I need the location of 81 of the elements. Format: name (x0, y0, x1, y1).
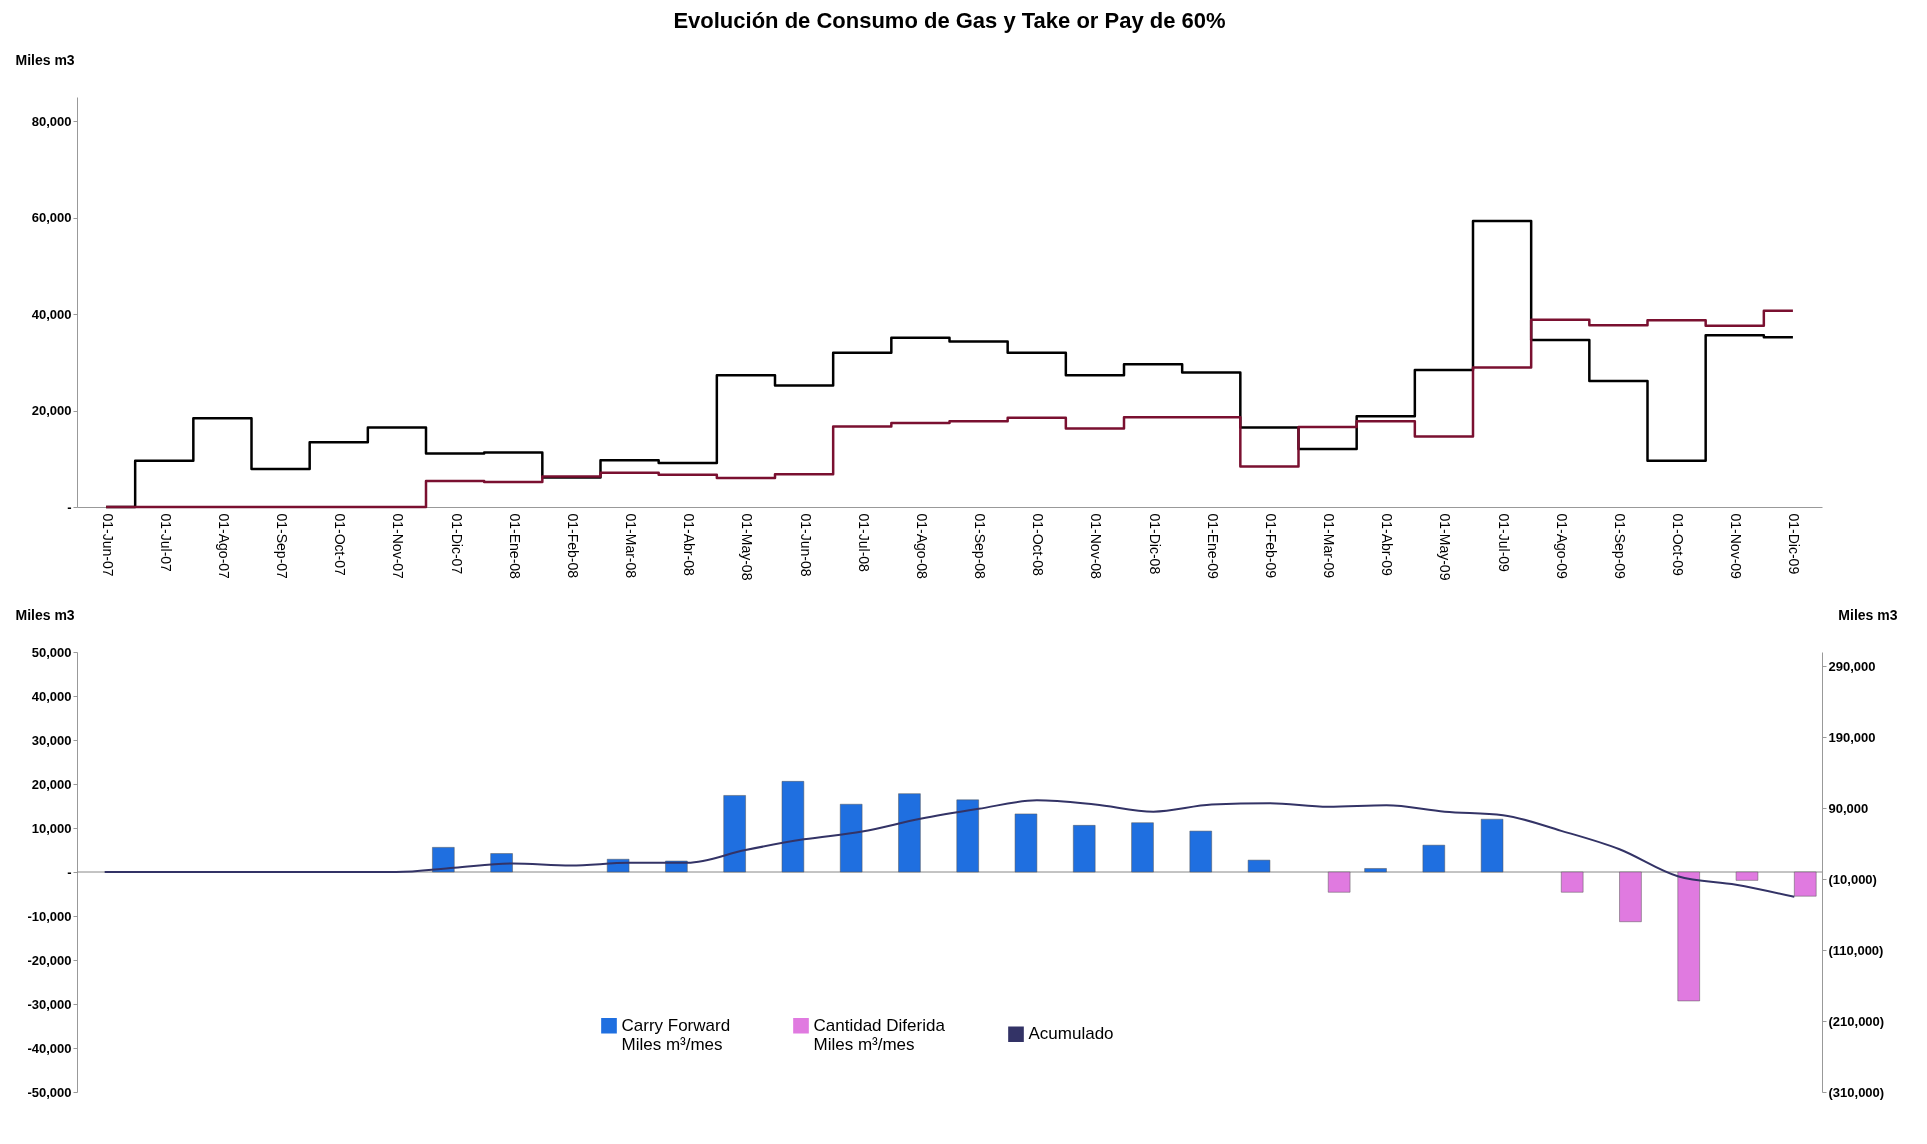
x-tick-label: 01-Sep-07 (274, 513, 291, 580)
bar (1735, 871, 1759, 881)
y-axis-title: Miles m3 (15, 51, 75, 68)
y-tick-label: 10,000 (31, 820, 72, 836)
y2-axis-title: Miles m3 (1838, 606, 1898, 623)
x-tick-label: 01-Oct-08 (1030, 513, 1047, 576)
bar (781, 781, 805, 873)
x-tick-label: 01-Jun-08 (797, 513, 814, 577)
x-tick-label: 01-May-08 (739, 513, 756, 581)
x-tick-label: 01-Sep-09 (1611, 513, 1628, 580)
y-tick-label: - (67, 499, 72, 515)
x-tick-label: 01-Ago-09 (1553, 513, 1570, 580)
bar (432, 847, 455, 873)
bar (1014, 813, 1038, 873)
x-tick-label: 01-Sep-08 (972, 513, 989, 580)
y2-tick-label: 90,000 (1828, 800, 1869, 816)
bar (1247, 859, 1271, 873)
legend-label: Cantidad Diferida Miles m³/mes (813, 1015, 946, 1054)
y-tick-label: 30,000 (31, 732, 72, 748)
bar (1327, 871, 1351, 893)
bar (1677, 871, 1700, 1002)
y-tick-label: 50,000 (31, 644, 72, 660)
y-tick-label: -40,000 (27, 1040, 72, 1056)
y-tick-label: -10,000 (27, 908, 72, 924)
y-tick-label: 40,000 (31, 306, 72, 322)
x-tick-label: 01-Jun-07 (99, 513, 116, 577)
x-tick-label: 01-Oct-09 (1670, 513, 1687, 576)
bar (723, 795, 746, 873)
bar (898, 793, 921, 873)
y-tick-label: 80,000 (31, 113, 72, 129)
x-tick-label: 01-Dic-08 (1146, 513, 1163, 575)
y2-tick-label: 290,000 (1828, 658, 1876, 674)
x-tick-label: 01-Mar-09 (1321, 513, 1338, 579)
x-tick-label: 01-May-09 (1437, 513, 1454, 581)
bar (1073, 825, 1096, 873)
bar (1561, 871, 1584, 893)
x-tick-label: 01-Ago-08 (913, 513, 930, 580)
x-tick-label: 01-Jul-09 (1495, 513, 1512, 573)
bar (1794, 871, 1817, 897)
x-tick-label: 01-Nov-09 (1728, 513, 1745, 580)
x-tick-label: 01-Feb-08 (564, 513, 581, 579)
bar (956, 799, 979, 873)
x-tick-label: 01-Ago-07 (215, 513, 232, 580)
x-tick-label: 01-Jul-07 (157, 513, 174, 573)
bar (1189, 830, 1212, 873)
x-tick-label: 01-Jul-08 (855, 513, 872, 573)
y-tick-label: -30,000 (27, 996, 72, 1012)
bar (840, 803, 863, 873)
x-tick-label: 01-Abr-09 (1379, 513, 1396, 576)
x-tick-label: 01-Nov-07 (390, 513, 407, 580)
y-tick-label: -20,000 (27, 952, 72, 968)
legend-label: Acumulado (1028, 1024, 1114, 1044)
x-tick-label: 01-Feb-09 (1262, 513, 1279, 579)
line-series (103, 799, 1796, 898)
y2-tick-label: (110,000) (1828, 942, 1884, 958)
x-tick-label: 01-Oct-07 (332, 513, 349, 576)
y-tick-label: 20,000 (31, 776, 72, 792)
y-tick-label: -50,000 (27, 1084, 72, 1100)
y-tick-label: - (67, 864, 72, 880)
y-tick-label: 20,000 (31, 403, 72, 419)
bar (1619, 871, 1642, 922)
x-tick-label: 01-Ene-09 (1204, 513, 1221, 580)
x-tick-label: 01-Dic-09 (1786, 513, 1803, 575)
bar (1422, 844, 1445, 873)
y2-tick-label: (210,000) (1828, 1013, 1885, 1029)
y2-tick-label: (10,000) (1828, 871, 1877, 887)
bar (1480, 818, 1504, 873)
y-tick-label: 60,000 (31, 210, 72, 226)
x-tick-label: 01-Ene-08 (506, 513, 523, 580)
x-tick-label: 01-Abr-08 (681, 513, 698, 576)
x-tick-label: 01-Nov-08 (1088, 513, 1105, 580)
y2-tick-label: (310,000) (1828, 1084, 1885, 1100)
x-tick-label: 01-Mar-08 (623, 513, 640, 579)
x-tick-label: 01-Dic-07 (448, 513, 465, 575)
y2-tick-label: 190,000 (1828, 729, 1876, 745)
bar (1131, 822, 1154, 873)
chart-title: Evolución de Consumo de Gas y Take or Pay de 60% (673, 8, 1226, 33)
y-tick-label: 40,000 (31, 688, 72, 704)
y-axis-title: Miles m3 (15, 606, 75, 623)
legend-label: Carry Forward Miles m³/mes (621, 1015, 731, 1054)
bar (1364, 868, 1387, 873)
